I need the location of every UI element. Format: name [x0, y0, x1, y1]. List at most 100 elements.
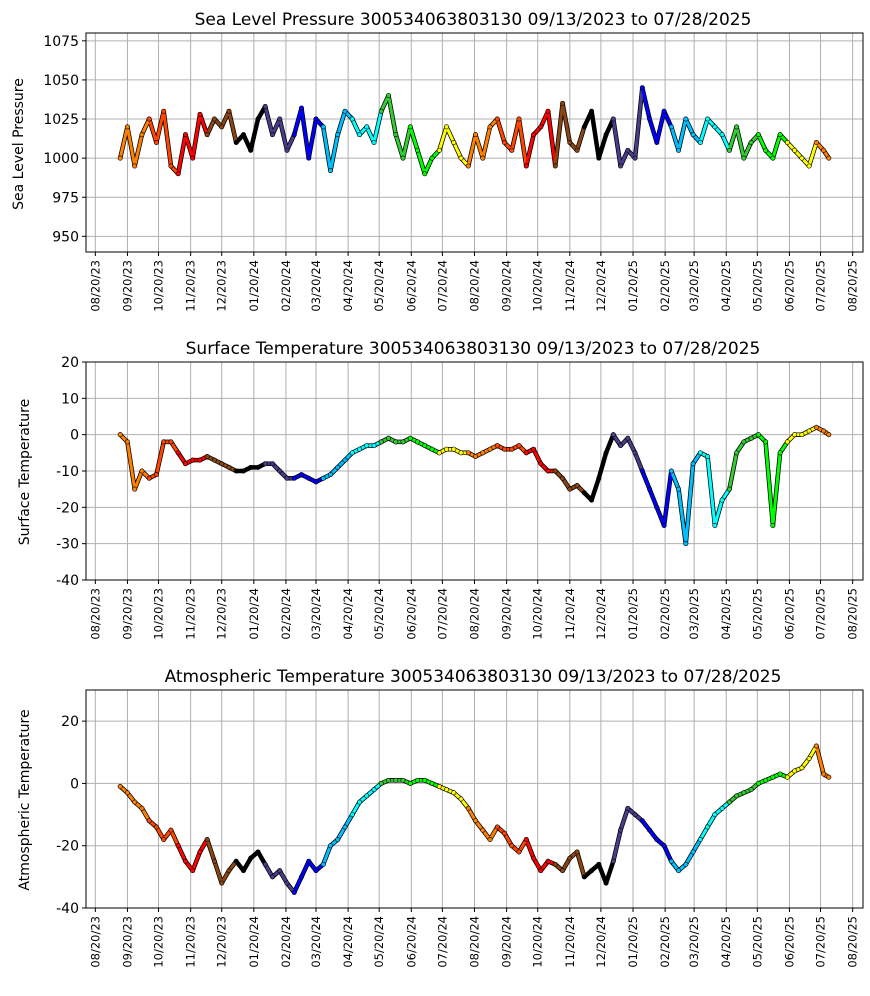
- data-point: [262, 461, 268, 467]
- series-segment: [249, 117, 260, 152]
- x-tick-label: 08/20/24: [468, 588, 482, 640]
- data-point: [661, 522, 667, 528]
- series-segment: [191, 850, 202, 873]
- data-point: [386, 435, 392, 441]
- series-segment: [553, 101, 565, 168]
- series-segment: [466, 133, 478, 168]
- x-tick-label: 07/20/25: [814, 588, 828, 640]
- data-point: [313, 116, 319, 122]
- data-point: [639, 468, 645, 474]
- series-segment: [372, 109, 383, 144]
- series-segment: [437, 125, 449, 152]
- series-segment: [408, 125, 420, 152]
- series-segment: [125, 440, 137, 491]
- plot-area-atmospheric-temperature: 08/20/23 09/20/23 10/20/23 11/20/23 12/20/23…: [56, 689, 864, 968]
- x-tick-label: 03/20/24: [309, 260, 323, 312]
- series-segment: [205, 837, 216, 863]
- y-tick-label: 1000: [43, 151, 79, 167]
- data-point: [117, 432, 123, 438]
- data-point: [502, 446, 508, 452]
- y-tick-label: 950: [52, 229, 79, 245]
- data-point: [211, 457, 217, 463]
- data-point: [400, 155, 406, 161]
- data-point: [132, 486, 138, 492]
- data-point: [422, 171, 428, 177]
- data-point: [589, 497, 595, 503]
- series-segment: [597, 862, 608, 885]
- series-segment: [524, 133, 536, 168]
- data-point: [284, 475, 290, 481]
- panel-surface-temperature: Surface Temperature 300534063803130 09/1…: [17, 339, 864, 640]
- data-point: [603, 450, 609, 456]
- x-tick-label: 06/20/25: [782, 588, 796, 640]
- series-segment: [633, 451, 644, 473]
- data-point: [219, 880, 225, 886]
- series-segment: [162, 109, 173, 168]
- data-point: [378, 108, 384, 114]
- data-point: [393, 439, 399, 445]
- data-point: [639, 85, 645, 91]
- data-point: [567, 855, 573, 861]
- data-point: [226, 108, 232, 114]
- data-point: [748, 435, 754, 441]
- data-point: [531, 132, 537, 138]
- data-point: [117, 155, 123, 161]
- x-tick-label: 10/20/24: [531, 916, 545, 968]
- data-point: [487, 446, 493, 452]
- x-tick-label: 09/20/24: [500, 916, 514, 968]
- data-point: [197, 849, 203, 855]
- data-point: [415, 777, 421, 783]
- data-point: [603, 132, 609, 138]
- series-segment: [626, 436, 637, 455]
- data-point: [320, 475, 326, 481]
- data-point: [465, 450, 471, 456]
- series-segment: [561, 101, 572, 144]
- series-segment: [662, 109, 673, 129]
- x-tick-label: 12/20/24: [594, 260, 608, 312]
- series-segment: [756, 133, 768, 152]
- y-tick-label: 975: [52, 190, 79, 206]
- x-tick-label: 11/20/23: [184, 588, 198, 640]
- data-point: [741, 790, 747, 796]
- data-point: [349, 450, 355, 456]
- series-segment: [227, 109, 238, 144]
- series-segment: [597, 133, 608, 160]
- data-point: [371, 443, 377, 449]
- data-point: [277, 868, 283, 874]
- x-tick-label: 06/20/24: [404, 588, 418, 640]
- data-point: [712, 124, 718, 130]
- series-segment: [154, 440, 166, 477]
- data-point: [826, 774, 832, 780]
- data-point: [632, 812, 638, 818]
- data-point: [813, 140, 819, 146]
- x-tick-label: 09/20/24: [500, 588, 514, 640]
- data-point: [393, 777, 399, 783]
- data-point: [509, 843, 515, 849]
- data-point: [784, 774, 790, 780]
- data-point: [705, 116, 711, 122]
- data-point: [589, 868, 595, 874]
- x-tick-label: 07/20/25: [814, 260, 828, 312]
- data-point: [233, 468, 239, 474]
- data-point: [826, 155, 832, 161]
- x-tick-label: 04/20/24: [341, 588, 355, 640]
- axes-frame: [85, 689, 864, 909]
- data-point: [618, 443, 624, 449]
- panel-sea-level-pressure: Sea Level Pressure 300534063803130 09/13…: [11, 10, 864, 312]
- x-tick-label: 06/20/25: [782, 916, 796, 968]
- data-point: [342, 457, 348, 463]
- x-tick-label: 02/20/24: [279, 588, 293, 640]
- data-point: [277, 116, 283, 122]
- x-tick-label: 08/20/23: [88, 260, 102, 312]
- data-point: [523, 163, 529, 169]
- data-point: [342, 824, 348, 830]
- data-point: [226, 868, 232, 874]
- data-point: [298, 472, 304, 478]
- x-tick-label: 09/20/24: [500, 260, 514, 312]
- data-point: [487, 124, 493, 130]
- x-tick-label: 01/20/25: [626, 588, 640, 640]
- series-segment: [727, 125, 739, 152]
- x-tick-label: 02/20/24: [279, 260, 293, 312]
- series-segment: [662, 469, 673, 527]
- series-segment: [365, 125, 376, 144]
